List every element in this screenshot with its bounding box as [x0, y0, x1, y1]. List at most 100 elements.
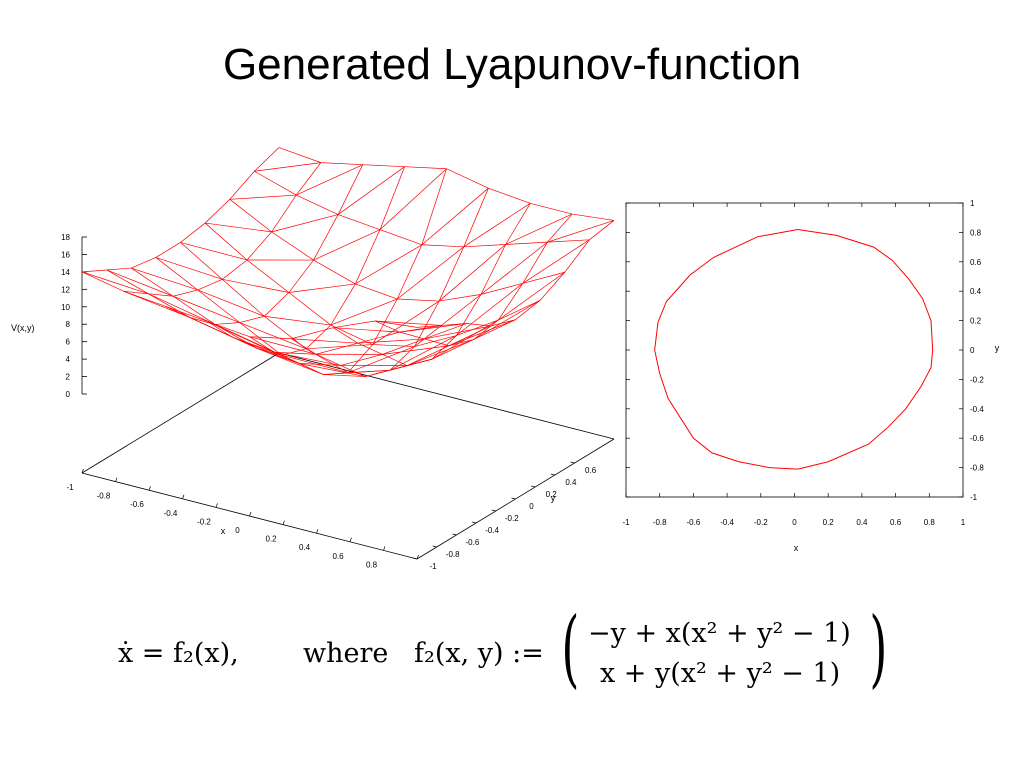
surface-diagonal [298, 363, 366, 377]
phase-plot: -1 -0.8 -0.6 -0.4 -0.2 0 0.2 0.4 0.6 0.8 1 1 0.8 0.6 0… [622, 199, 999, 553]
surface-diagonal [197, 289, 265, 317]
back-base-edge [278, 352, 615, 440]
surface-row-line [204, 222, 541, 347]
surface-diagonal [431, 319, 499, 360]
y-tick-label: -0.8 [446, 550, 460, 559]
surface-diagonal [296, 164, 363, 196]
x-tick-label: 0.2 [265, 535, 277, 544]
x-tick-label: 0.4 [299, 543, 311, 552]
x-tick [383, 546, 386, 551]
z-tick-label: 4 [66, 355, 71, 364]
x-tick-label: -0.2 [197, 517, 211, 526]
y-tick-label: 0 [970, 346, 975, 355]
surface-plot: 024681012141618V(x,y)-1-0.8-0.6-0.4-0.20… [11, 147, 615, 570]
surface-diagonal [291, 338, 358, 344]
y-tick [570, 461, 575, 464]
surface-diagonal [424, 325, 491, 340]
x-tick-label: -0.6 [687, 518, 701, 527]
y-tick-label: -0.8 [970, 464, 984, 473]
x-tick-label: 0.8 [924, 518, 936, 527]
y-tick [472, 521, 477, 524]
y-tick-label: 1 [970, 199, 975, 208]
surface-diagonal [505, 213, 573, 245]
x-tick [416, 554, 419, 560]
surface-wireframe [81, 147, 615, 377]
y-tick-label: -0.2 [505, 514, 519, 523]
x-tick [215, 503, 218, 508]
y-tick [412, 557, 418, 560]
surface-diagonal [337, 166, 405, 215]
x-tick [349, 537, 352, 542]
surface-col-line [123, 162, 322, 297]
surface-diagonal [522, 239, 590, 284]
x-tick-label: -0.4 [164, 509, 178, 518]
surface-diagonal [355, 244, 423, 285]
equation-row-1: −y + x(x² + y² − 1) [588, 618, 851, 649]
x-tick [282, 520, 285, 525]
equation-lhs: ẋ = f₂(x), [118, 638, 239, 669]
y-tick-label: -0.2 [970, 375, 984, 384]
z-tick-label: 8 [66, 320, 71, 329]
z-tick-label: 16 [61, 250, 70, 259]
y-tick-label: 0 [529, 502, 534, 511]
z-tick-label: 10 [61, 303, 70, 312]
y-tick-label: 0.2 [970, 317, 982, 326]
y-tick [491, 509, 496, 512]
y-tick [511, 497, 516, 500]
surface-diagonal [406, 339, 474, 366]
surface-col-line [374, 213, 573, 347]
surface-diagonal [288, 283, 356, 293]
surface-diagonal [81, 271, 149, 295]
surface-row-line [254, 170, 590, 248]
x-tick-label: -0.2 [754, 518, 768, 527]
surface-diagonal [274, 351, 341, 366]
surface-diagonal [399, 323, 467, 333]
surface-diagonal [498, 271, 565, 321]
limit-cycle-curve [654, 228, 934, 470]
surface-diagonal [379, 168, 447, 230]
equation-definition: f₂(x, y) := [414, 638, 544, 669]
surface-diagonal [333, 327, 400, 333]
x-tick-label: -0.6 [130, 500, 144, 509]
surface-diagonal [232, 336, 299, 364]
x-tick-label: 1 [961, 518, 966, 527]
surface-diagonal [148, 293, 216, 325]
x-tick-label: 0.6 [332, 552, 344, 561]
x-tick-label: -1 [622, 518, 630, 527]
surface-diagonal [480, 241, 548, 295]
x-axis-label: x [221, 526, 226, 536]
surface-col-line [165, 164, 364, 325]
surface-diagonal [463, 203, 531, 248]
y-tick-label: -0.6 [466, 538, 480, 547]
surface-diagonal [357, 338, 425, 344]
y-tick-label: 0.6 [585, 466, 597, 475]
x-tick-label: -0.4 [720, 518, 734, 527]
y-tick [432, 545, 437, 548]
y-tick-label: 0.4 [970, 287, 982, 296]
surface-diagonal [155, 257, 223, 280]
surface-col-line [291, 188, 489, 377]
surface-diagonal [222, 278, 289, 293]
surface-diagonal [313, 229, 381, 261]
surface-diagonal [375, 320, 442, 326]
z-tick-label: 12 [61, 285, 70, 294]
z-axis-label: V(x,y) [11, 323, 35, 333]
surface-row-line [81, 271, 418, 340]
surface-diagonal [172, 295, 240, 323]
surface-diagonal [414, 294, 482, 347]
x-tick [81, 468, 84, 474]
y-tick-label: -0.4 [485, 526, 499, 535]
x-tick-label: 0.8 [366, 560, 378, 569]
surface-row-line [278, 147, 615, 221]
surface-row-line [106, 269, 442, 355]
x-tick-label: -0.8 [653, 518, 667, 527]
surface-diagonal [347, 346, 415, 373]
z-tick-label: 6 [66, 338, 71, 347]
surface-diagonal [372, 300, 440, 345]
y-axis-label: y [551, 493, 556, 503]
y-tick-label: 0.2 [546, 490, 558, 499]
surface-col-line [249, 168, 447, 375]
y-tick-label: -0.4 [970, 405, 984, 414]
surface-diagonal [306, 344, 373, 350]
slide-title: Generated Lyapunov-function [222, 40, 802, 89]
